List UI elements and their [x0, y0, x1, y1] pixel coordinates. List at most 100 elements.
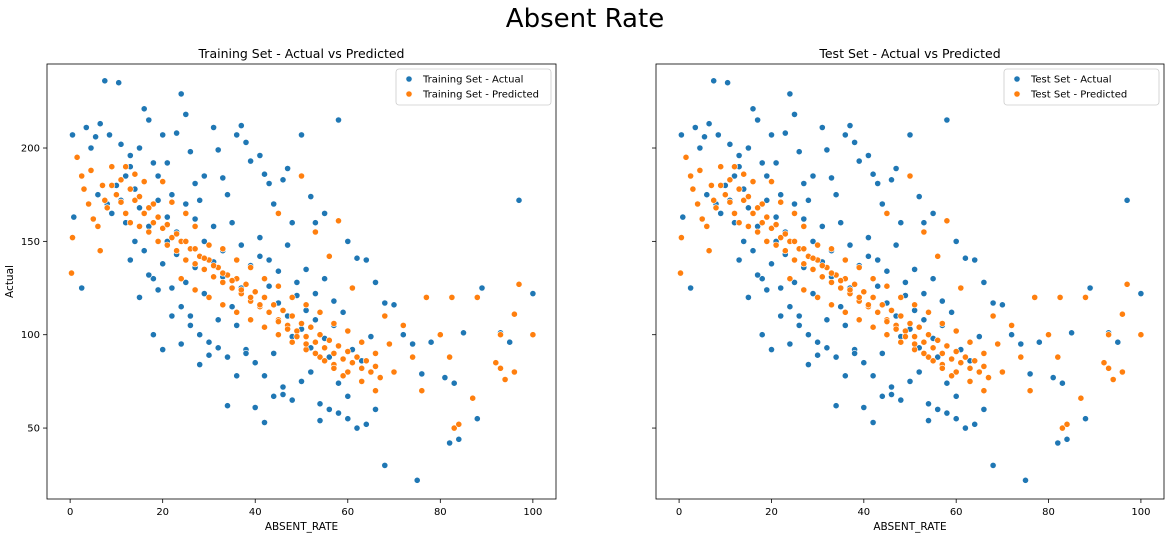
data-point [261, 275, 268, 283]
data-point [851, 138, 858, 146]
data-point [897, 338, 905, 346]
data-point [126, 185, 134, 193]
data-point [777, 198, 785, 206]
chart-title: Training Set - Actual vs Predicted [198, 46, 405, 61]
data-point [814, 241, 821, 249]
data-point [145, 271, 153, 279]
data-point [168, 191, 176, 199]
data-point [925, 417, 932, 424]
data-point [735, 185, 743, 193]
data-point [1137, 290, 1145, 297]
data-point [219, 245, 227, 253]
data-point [261, 419, 268, 426]
data-point [763, 213, 771, 221]
data-point [279, 176, 287, 184]
data-point [781, 230, 789, 238]
data-point [902, 333, 909, 340]
data-point [210, 124, 217, 131]
data-point [777, 191, 785, 199]
data-point [823, 316, 831, 324]
data-point [251, 404, 259, 411]
data-point [224, 402, 231, 410]
data-point [117, 176, 125, 184]
data-point [136, 144, 143, 152]
data-point [703, 191, 711, 199]
data-point [173, 129, 180, 137]
data-point [957, 284, 965, 292]
y-tick-label: 50 [27, 424, 40, 435]
data-point [679, 213, 687, 221]
data-point [103, 204, 111, 212]
data-point [869, 170, 877, 178]
data-point [696, 144, 704, 152]
data-point [82, 124, 90, 131]
data-point [902, 278, 909, 286]
data-point [1114, 338, 1122, 346]
data-point [985, 374, 992, 381]
data-point [897, 312, 905, 320]
data-point [298, 320, 305, 327]
data-point [841, 308, 849, 316]
x-tick-label: 60 [341, 507, 354, 518]
data-point [154, 196, 162, 204]
data-point [69, 234, 76, 241]
data-point [795, 321, 803, 329]
data-point [210, 273, 217, 281]
data-point [696, 166, 704, 174]
data-point [878, 349, 886, 357]
data-point [758, 200, 766, 208]
data-point [749, 247, 757, 255]
data-point [925, 308, 932, 316]
data-point [325, 353, 333, 361]
legend-label: Test Set - Actual [1030, 75, 1112, 86]
data-point [915, 323, 923, 331]
data-point [999, 301, 1006, 309]
data-point [800, 215, 808, 223]
data-point [219, 278, 227, 286]
data-point [805, 196, 812, 204]
data-point [344, 348, 352, 355]
data-point [911, 346, 918, 353]
data-point [837, 284, 845, 292]
data-point [247, 293, 254, 301]
data-point [975, 368, 983, 376]
data-point [237, 286, 245, 294]
data-point [302, 265, 310, 273]
series-actual [69, 77, 537, 484]
data-point [874, 282, 882, 290]
data-point [422, 293, 430, 301]
data-point [846, 122, 854, 129]
data-point [786, 340, 794, 348]
data-point [311, 316, 319, 324]
data-point [934, 405, 942, 413]
data-point [980, 387, 988, 395]
data-point [256, 301, 264, 309]
y-tick-label: 100 [21, 330, 40, 341]
data-point [952, 368, 960, 376]
data-point [140, 105, 148, 113]
data-point [154, 213, 162, 221]
data-point [710, 77, 718, 85]
data-point [1123, 196, 1131, 204]
data-point [869, 293, 877, 301]
data-point [316, 308, 324, 316]
legend-marker [405, 90, 413, 98]
data-point [177, 275, 185, 283]
data-point [242, 349, 250, 357]
data-point [200, 172, 208, 180]
data-point [450, 424, 458, 432]
data-point [376, 374, 384, 381]
data-point [261, 372, 268, 380]
data-point [795, 312, 803, 320]
data-point [89, 215, 97, 223]
data-point [251, 359, 259, 367]
data-point [418, 387, 426, 395]
data-point [735, 256, 743, 264]
x-tick-label: 60 [950, 507, 963, 518]
data-point [791, 237, 798, 245]
data-point [191, 260, 199, 268]
data-point [1017, 340, 1025, 348]
data-point [117, 198, 125, 206]
data-point [989, 461, 997, 469]
data-point [339, 308, 347, 316]
